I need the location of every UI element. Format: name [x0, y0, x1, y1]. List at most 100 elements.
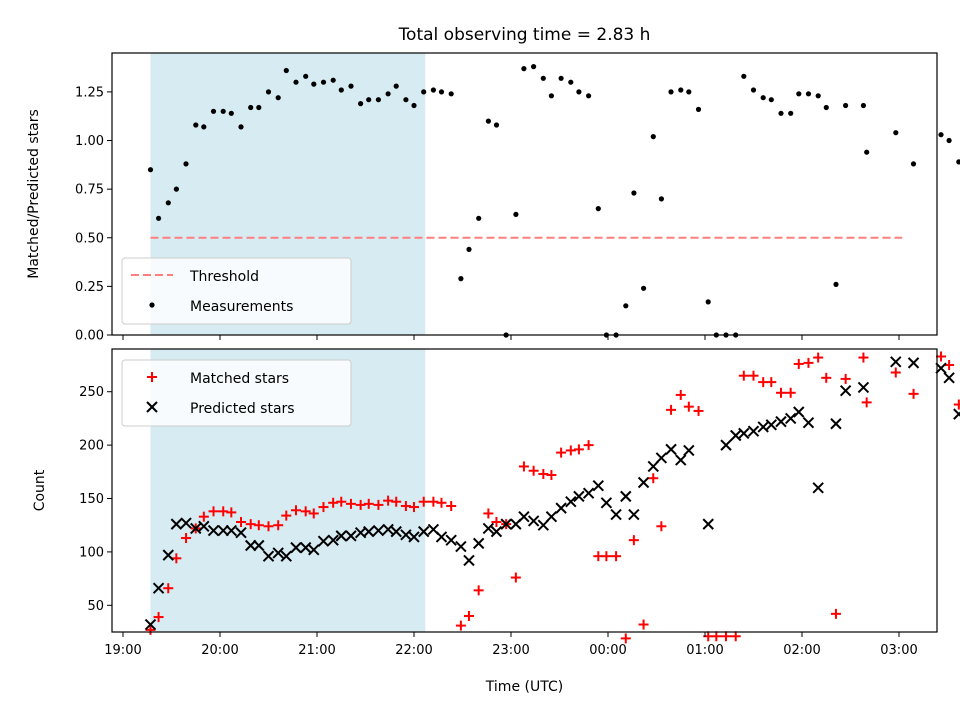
x-b — [592, 479, 605, 492]
measurement-point — [623, 303, 629, 309]
matched-star-point — [171, 553, 182, 564]
measurement-point — [193, 122, 199, 128]
matched-star-point — [936, 351, 947, 362]
matched-star-point — [693, 405, 704, 416]
predicted-star-point — [262, 550, 275, 562]
matched-star-point — [463, 610, 474, 621]
predicted-star-point — [390, 525, 402, 538]
x-b — [308, 544, 320, 556]
measurement-point — [778, 110, 784, 116]
predicted-star-point — [907, 357, 920, 369]
measurement-point — [833, 281, 839, 287]
measurement-point — [910, 161, 917, 167]
measurement-point — [768, 97, 774, 103]
x-b — [655, 452, 668, 464]
measurement-point — [458, 276, 464, 282]
x-b — [637, 476, 650, 489]
x-b — [382, 523, 394, 536]
top-y-tick-label: 1.25 — [75, 85, 104, 100]
matched-star-point — [163, 583, 174, 594]
x-b — [490, 525, 503, 538]
predicted-star-point — [702, 518, 714, 530]
x-b — [280, 550, 292, 562]
measurement-point — [576, 89, 582, 95]
matched-star-point — [226, 507, 237, 518]
matched-star-point — [300, 506, 311, 517]
matched-star-point — [528, 465, 539, 476]
legend-measurements-swatch — [149, 302, 155, 308]
x-b — [408, 531, 420, 543]
top-y-axis-label: Matched/Predicted stars — [26, 109, 42, 279]
x-b — [345, 530, 357, 542]
x-b — [463, 554, 475, 567]
matched-star-point — [308, 508, 319, 519]
matched-star-point — [775, 387, 786, 398]
predicted-star-point — [720, 439, 732, 451]
matched-star-point — [793, 358, 804, 369]
x-b — [907, 357, 920, 369]
predicted-star-point — [518, 510, 530, 523]
measurement-point — [303, 73, 309, 79]
matched-star-point — [245, 519, 256, 530]
x-tick-label: 21:00 — [298, 643, 335, 658]
measurement-point — [815, 93, 821, 99]
bottom-y-tick-label: 50 — [87, 599, 104, 614]
predicted-star-point — [372, 524, 385, 537]
x-b — [335, 530, 347, 542]
matched-star-point — [638, 619, 649, 630]
measurement-point — [678, 87, 684, 93]
predicted-star-point — [217, 524, 229, 537]
matched-star-point — [944, 360, 955, 371]
measurement-point — [864, 149, 870, 155]
measurement-points — [147, 64, 960, 338]
x-b — [683, 444, 695, 457]
matched-star-point — [236, 517, 247, 528]
predicted-star-point — [327, 534, 339, 546]
predicted-star-point — [784, 412, 797, 425]
measurement-point — [320, 79, 327, 85]
matched-star-point — [675, 389, 686, 400]
measurement-point — [210, 108, 217, 114]
measurement-point — [293, 79, 299, 85]
x-b — [628, 508, 640, 521]
x-b — [146, 401, 158, 413]
predicted-star-point — [170, 518, 183, 530]
legend-plus-marker — [147, 372, 157, 382]
predicted-star-point — [207, 524, 220, 537]
x-b — [417, 525, 430, 538]
measurement-point — [147, 167, 154, 173]
predicted-star-point — [408, 531, 420, 543]
predicted-star-point — [812, 482, 824, 494]
x-b — [600, 497, 613, 509]
measurement-point — [686, 89, 692, 95]
matched-star-point — [363, 498, 374, 509]
bottom-x-ticks: 19:00 20:00 21:00 22:00 23:00 00:00 01:00 02:00… — [104, 632, 918, 658]
x-b — [363, 525, 375, 538]
measurement-point — [165, 200, 171, 206]
matched-star-point — [666, 404, 677, 415]
predicted-star-point — [830, 418, 842, 430]
predicted-star-point — [299, 541, 312, 554]
top-y-tick-label: 0.00 — [75, 329, 104, 344]
measurement-point — [283, 67, 289, 74]
matched-star-point — [428, 496, 439, 507]
top-axes-frame — [111, 52, 938, 336]
top-y-tick-label: 0.75 — [75, 183, 104, 198]
matched-star-point — [730, 631, 741, 642]
measurement-point — [631, 190, 637, 196]
measurement-point — [421, 89, 427, 95]
predicted-star-point — [152, 582, 165, 594]
x-b — [890, 356, 902, 368]
predicted-star-point — [482, 522, 495, 535]
matched-star-point — [145, 624, 156, 635]
x-b — [765, 419, 777, 431]
measurement-point — [540, 75, 546, 81]
measurement-point — [448, 91, 454, 97]
x-b — [354, 526, 367, 539]
measurement-point — [513, 211, 519, 217]
matched-star-point — [400, 500, 411, 511]
predicted-star-point — [637, 476, 650, 489]
matched-star-point — [556, 447, 567, 458]
predicted-star-point — [793, 406, 805, 418]
matched-star-point — [830, 608, 841, 619]
